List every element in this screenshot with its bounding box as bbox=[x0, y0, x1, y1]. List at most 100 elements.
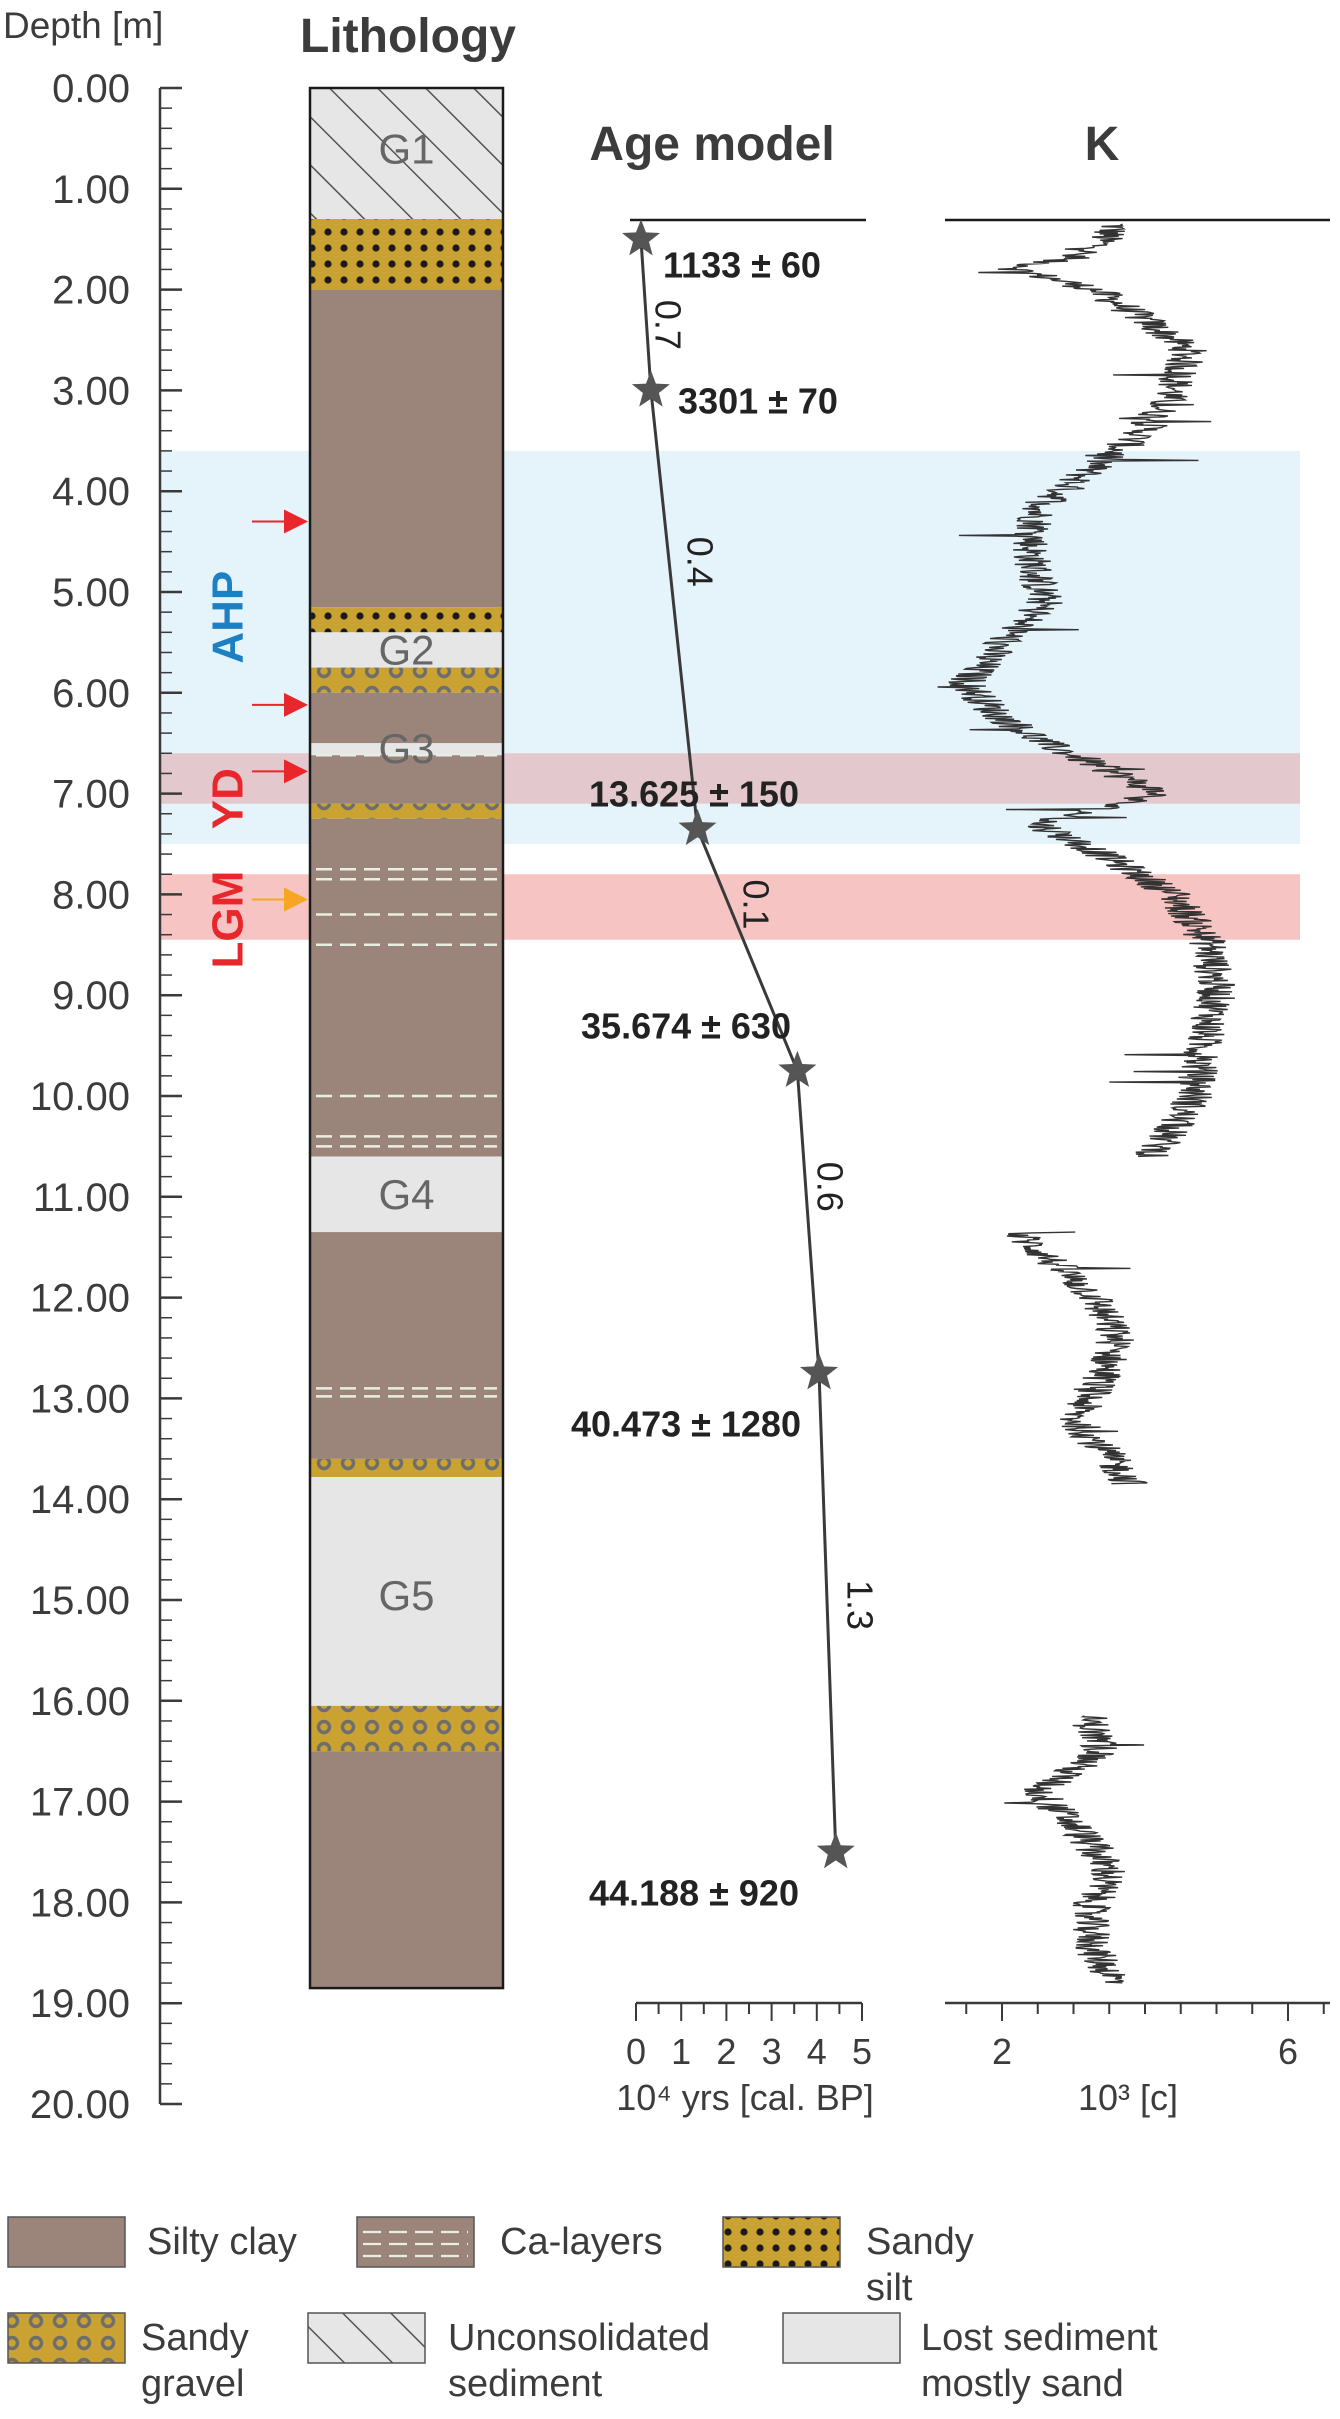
group-label: G2 bbox=[378, 626, 434, 673]
depth-tick-label: 3.00 bbox=[52, 369, 130, 413]
date-label: 13.625 ± 150 bbox=[589, 774, 799, 815]
litho-unit-silty-clay bbox=[310, 818, 503, 1157]
depth-tick-label: 9.00 bbox=[52, 974, 130, 1018]
age-tick-label: 2 bbox=[716, 2031, 736, 2072]
litho-unit-lost bbox=[310, 1156, 503, 1233]
event-arrow-head bbox=[284, 887, 308, 912]
event-arrows bbox=[252, 509, 308, 912]
k-x-axis-label: 10³ [c] bbox=[1078, 2077, 1178, 2118]
litho-unit-lost bbox=[310, 632, 503, 668]
sed-rate-label: 1.3 bbox=[840, 1580, 881, 1630]
age-sample-star bbox=[778, 1050, 817, 1087]
group-label: G5 bbox=[378, 1572, 434, 1619]
litho-unit-silty-clay bbox=[310, 1232, 503, 1459]
age-sample-star bbox=[678, 808, 717, 846]
litho-unit-sandy-silt bbox=[310, 607, 503, 633]
legend-label: gravel bbox=[141, 2363, 245, 2405]
date-label: 3301 ± 70 bbox=[678, 380, 838, 421]
legend-swatch-silty-clay bbox=[7, 2216, 126, 2268]
lithology-column: G1 G2 G3 G4 G5 bbox=[308, 86, 505, 1990]
age-sample-star bbox=[816, 1832, 855, 1869]
legend-label: Sandy bbox=[141, 2317, 249, 2359]
date-label: 35.674 ± 630 bbox=[581, 1005, 791, 1046]
age-depth-line bbox=[639, 239, 838, 1853]
depth-tick-label: 1.00 bbox=[52, 168, 130, 212]
k-tick-label: 6 bbox=[1278, 2031, 1298, 2072]
depth-tick-label: 18.00 bbox=[30, 1881, 130, 1925]
depth-tick-label: 10.00 bbox=[30, 1075, 130, 1119]
k-series-line bbox=[1004, 1715, 1145, 1984]
interval-label-lgm: LGM bbox=[204, 871, 253, 969]
litho-unit-silty-clay bbox=[310, 692, 503, 744]
date-label: 40.473 ± 1280 bbox=[571, 1404, 801, 1445]
depth-tick-label: 5.00 bbox=[52, 571, 130, 615]
interval-labels: AHP YD LGM bbox=[204, 571, 253, 969]
legend-swatch-unconsolidated bbox=[307, 2312, 426, 2364]
legend-label: Unconsolidated bbox=[448, 2317, 710, 2359]
depth-tick-label: 20.00 bbox=[30, 2083, 130, 2127]
event-arrow-head bbox=[284, 759, 308, 784]
age-x-axis-label: 10⁴ yrs [cal. BP] bbox=[616, 2077, 874, 2118]
depth-tick-label: 6.00 bbox=[52, 672, 130, 716]
depth-tick-label: 2.00 bbox=[52, 269, 130, 313]
litho-unit-silty-clay bbox=[310, 1751, 503, 1989]
event-arrow-head bbox=[284, 509, 308, 534]
litho-unit-sandy-silt bbox=[310, 219, 503, 290]
date-label: 44.188 ± 920 bbox=[589, 1872, 799, 1913]
legend-label: mostly sand bbox=[921, 2363, 1124, 2405]
legend-label: Ca-layers bbox=[500, 2221, 663, 2263]
depth-tick-label: 11.00 bbox=[33, 1176, 130, 1220]
k-tick-label: 2 bbox=[992, 2031, 1012, 2072]
legend-label: Silty clay bbox=[147, 2221, 297, 2263]
legend-swatch-ca-layers bbox=[356, 2216, 475, 2268]
depth-tick-label: 0.00 bbox=[52, 67, 130, 111]
sed-rate-label: 0.7 bbox=[648, 300, 689, 350]
age-tick-label: 4 bbox=[807, 2031, 827, 2072]
depth-tick-label: 4.00 bbox=[52, 470, 130, 514]
date-label: 1133 ± 60 bbox=[663, 244, 821, 285]
legend: Silty clay Ca-layers SandysiltSandygravelU… bbox=[7, 2216, 1158, 2405]
depth-tick-label: 14.00 bbox=[30, 1478, 130, 1522]
litho-unit-silty-clay bbox=[310, 289, 503, 608]
age-tick-label: 1 bbox=[671, 2031, 691, 2072]
age-model-title: Age model bbox=[589, 118, 834, 171]
age-sample-star bbox=[622, 219, 660, 256]
group-label: G4 bbox=[378, 1171, 434, 1218]
legend-label: Lost sediment bbox=[921, 2317, 1158, 2359]
litho-unit-sandy-gravel bbox=[310, 1458, 503, 1478]
k-plot: 2 6 10³ [c] bbox=[937, 218, 1330, 2118]
litho-unit-silty-clay bbox=[310, 755, 503, 804]
age-tick-label: 5 bbox=[852, 2031, 872, 2072]
litho-unit-lost bbox=[310, 743, 503, 756]
group-label: G3 bbox=[378, 725, 434, 772]
k-title: K bbox=[1085, 118, 1120, 171]
litho-unit-lost bbox=[310, 1477, 503, 1706]
age-model-plot: 0 1 2 3 4 5 10⁴ yrs [cal. BP] 1133 ± 60 3301 ± 7… bbox=[571, 218, 881, 2118]
depth-axis-label: Depth [m] bbox=[3, 5, 163, 46]
legend-label: Sandy bbox=[866, 2221, 974, 2263]
depth-tick-label: 7.00 bbox=[52, 773, 130, 817]
depth-tick-label: 13.00 bbox=[30, 1377, 130, 1421]
legend-label: silt bbox=[866, 2267, 913, 2309]
depth-tick-label: 8.00 bbox=[52, 873, 130, 917]
sed-rate-label: 0.4 bbox=[680, 537, 721, 587]
legend-swatch-sandy-silt bbox=[722, 2216, 841, 2268]
depth-axis: 0.00 1.00 2.00 3.00 4.00 5.00 6.00 7.00 8.00 9.00… bbox=[30, 67, 182, 2127]
legend-swatch-sandy-gravel bbox=[7, 2312, 126, 2364]
depth-tick-label: 19.00 bbox=[30, 1982, 130, 2026]
lithology-title: Lithology bbox=[300, 10, 516, 63]
depth-tick-label: 16.00 bbox=[30, 1680, 130, 1724]
lithology-column-border bbox=[308, 86, 505, 1990]
legend-swatch-lost bbox=[782, 2312, 901, 2364]
litho-unit-sandy-gravel bbox=[310, 803, 503, 819]
event-arrow-head bbox=[284, 692, 308, 717]
group-label: G1 bbox=[378, 125, 434, 172]
age-tick-label: 0 bbox=[626, 2031, 646, 2072]
k-series-line bbox=[937, 223, 1236, 1157]
age-tick-label: 3 bbox=[762, 2031, 782, 2072]
sed-rate-label: 0.6 bbox=[810, 1162, 851, 1212]
litho-unit-sandy-gravel bbox=[310, 667, 503, 693]
litho-unit-unconsolidated bbox=[310, 88, 503, 220]
k-series-line bbox=[1006, 1231, 1148, 1485]
